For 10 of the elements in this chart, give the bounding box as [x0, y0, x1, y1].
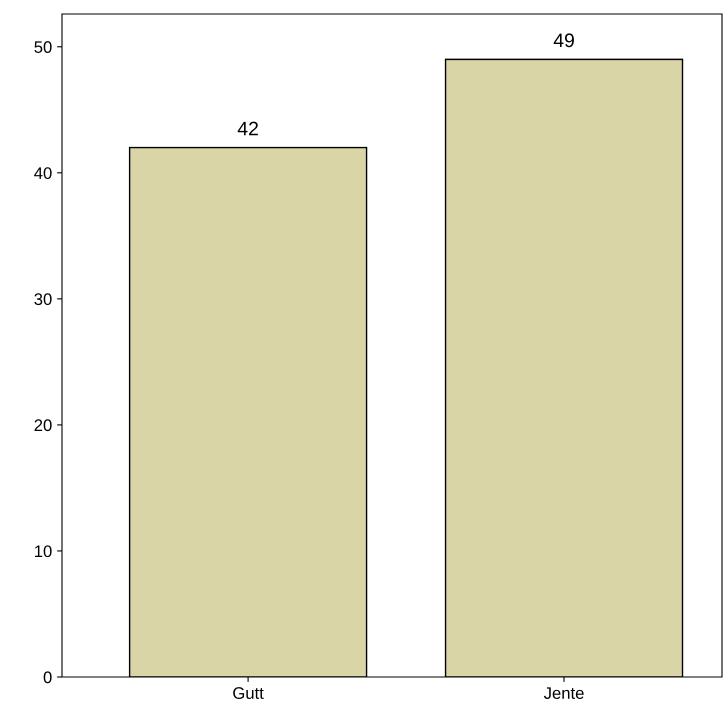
data-label: 42: [238, 122, 258, 136]
x-tick-label: Gutt: [233, 687, 264, 699]
y-tick-label: 30: [34, 293, 52, 306]
data-label: 49: [554, 33, 574, 48]
y-tick-label: 40: [34, 167, 52, 180]
y-tick-label: 10: [35, 545, 52, 558]
y-tick-label: 0: [44, 671, 52, 684]
y-tick-label: 50: [34, 41, 52, 53]
x-tick-label: Jente: [544, 687, 584, 699]
y-tick-label: 20: [34, 419, 52, 432]
